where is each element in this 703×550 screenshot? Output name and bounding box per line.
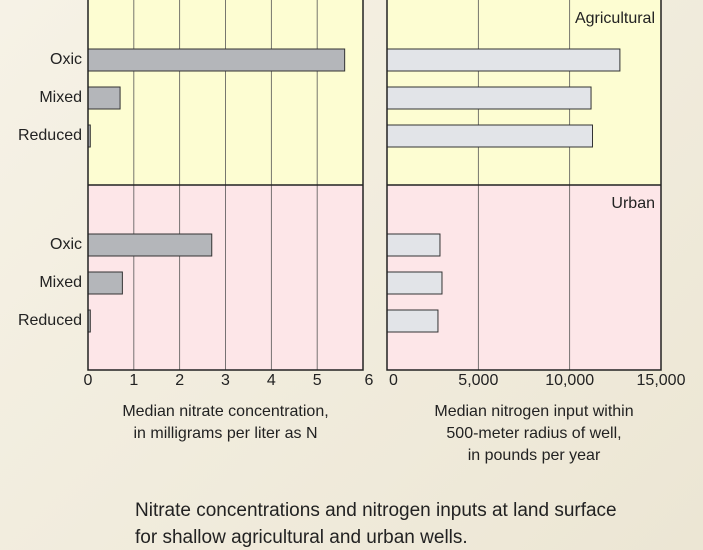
x-axis-label: in pounds per year <box>468 447 601 464</box>
x-tick-label: 6 <box>365 372 374 389</box>
category-label: Oxic <box>50 51 82 68</box>
x-axis-label: 500-meter radius of well, <box>446 425 621 442</box>
x-tick-label: 0 <box>84 372 93 389</box>
x-axis-label: in milligrams per liter as N <box>133 425 317 442</box>
bar <box>87 271 123 295</box>
bar <box>386 86 592 110</box>
x-tick-label: 3 <box>221 372 230 389</box>
x-axis-label: Median nitrogen input within <box>434 403 633 420</box>
category-label: Mixed <box>39 89 82 106</box>
caption: Nitrate concentrations and nitrogen inpu… <box>135 500 617 521</box>
bar <box>87 48 346 72</box>
bar <box>386 309 439 333</box>
x-tick-label: 2 <box>175 372 184 389</box>
group-label: Agricultural <box>575 10 655 27</box>
caption: for shallow agricultural and urban wells… <box>135 527 468 548</box>
x-tick-label: 5,000 <box>458 372 498 389</box>
category-label: Oxic <box>50 236 82 253</box>
x-tick-label: 0 <box>389 372 398 389</box>
x-tick-label: 1 <box>129 372 138 389</box>
bar <box>386 233 441 257</box>
plot-frame <box>87 0 364 371</box>
category-label: Reduced <box>18 127 82 144</box>
x-tick-label: 4 <box>267 372 276 389</box>
bar <box>87 233 213 257</box>
plot-frame <box>386 0 662 371</box>
x-tick-label: 10,000 <box>545 372 594 389</box>
category-label: Reduced <box>18 312 82 329</box>
bar <box>386 271 443 295</box>
group-label: Urban <box>611 195 655 212</box>
bar <box>386 124 593 148</box>
category-label: Mixed <box>39 274 82 291</box>
x-tick-label: 15,000 <box>637 372 686 389</box>
x-tick-label: 5 <box>313 372 322 389</box>
x-axis-label: Median nitrate concentration, <box>122 403 328 420</box>
bar <box>87 86 121 110</box>
bar <box>386 48 621 72</box>
